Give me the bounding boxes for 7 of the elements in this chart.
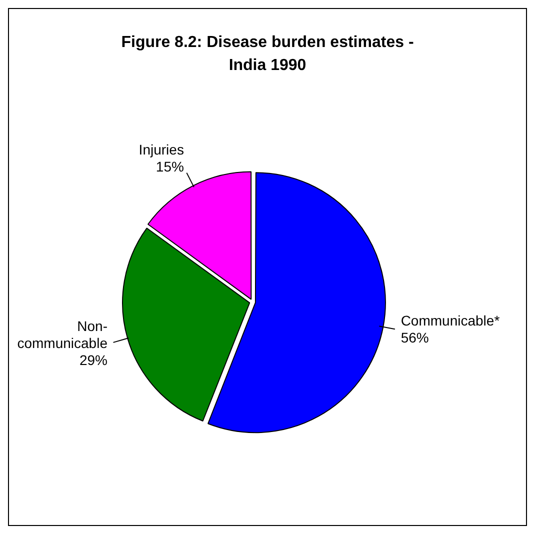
data-label: 56%	[400, 330, 429, 346]
slice-label: Injuries	[138, 141, 184, 158]
data-label: 29%	[79, 352, 108, 368]
data-label: 15%	[156, 158, 184, 174]
chart-title: Figure 8.2: Disease burden estimates - India 1990	[120, 33, 415, 76]
slice-label: Communicable*	[400, 312, 500, 329]
slice-label: Non-communicable	[17, 318, 108, 351]
